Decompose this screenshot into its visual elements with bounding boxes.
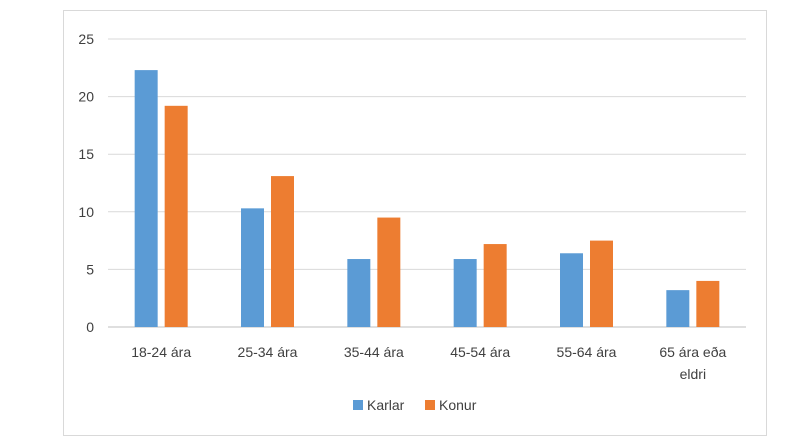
bar-karlar [666, 290, 690, 327]
y-tick-label: 25 [78, 31, 94, 47]
x-tick-label: 35-44 ára [344, 344, 404, 360]
legend-label-konur: Konur [439, 397, 477, 413]
x-tick-label: 65 ára eða eldri [659, 344, 726, 382]
bar-karlar [241, 208, 264, 327]
gridlines [108, 38, 746, 328]
y-tick-label: 15 [78, 146, 94, 162]
bar-konur [271, 176, 294, 327]
bar-konur [377, 217, 401, 327]
y-tick-label: 5 [86, 261, 94, 277]
bar-konur [164, 105, 188, 327]
legend-swatch-karlar [353, 400, 363, 410]
bar-konur [483, 244, 507, 327]
x-tick-label: 25-34 ára [238, 344, 298, 360]
x-tick-label: 45-54 ára [450, 344, 510, 360]
bar-konur [696, 280, 720, 327]
legend-label-karlar: Karlar [367, 397, 405, 413]
bar-karlar [134, 70, 158, 327]
y-tick-label: 0 [86, 319, 94, 335]
bars [134, 70, 720, 327]
bar-konur [590, 240, 613, 327]
legend: Karlar Konur [353, 397, 477, 413]
x-tick-label: 18-24 ára [131, 344, 191, 360]
bar-karlar [560, 253, 583, 327]
x-tick-label: 55-64 ára [557, 344, 617, 360]
bar-karlar [453, 259, 477, 327]
x-axis-ticks: 18-24 ára 25-34 ára 35-44 ára 45-54 ára 55-6… [131, 344, 726, 382]
bar-karlar [347, 259, 371, 327]
y-axis-ticks: 0 5 10 15 20 25 [78, 31, 94, 335]
y-tick-label: 10 [78, 204, 94, 220]
y-tick-label: 20 [78, 89, 94, 105]
legend-swatch-konur [425, 400, 435, 410]
